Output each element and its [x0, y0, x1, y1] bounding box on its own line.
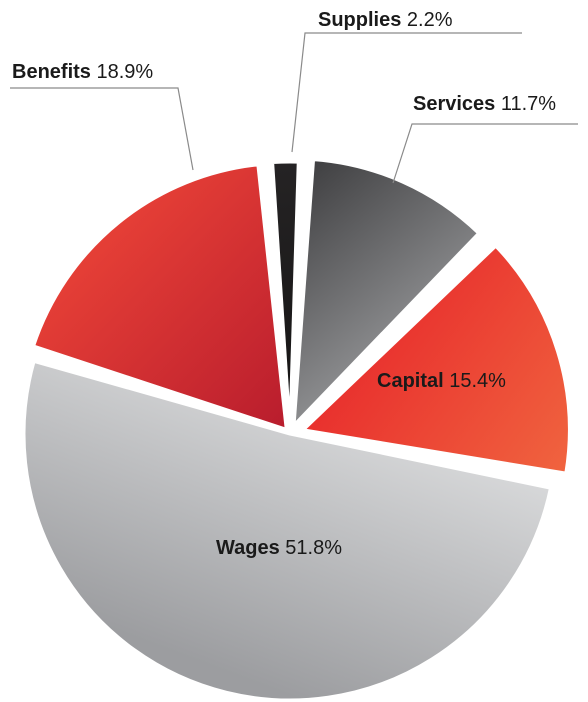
pie-slice-supplies	[271, 160, 300, 430]
pie-slices	[22, 158, 571, 702]
label-benefits-value: 18.9%	[96, 61, 153, 83]
label-capital: Capital 15.4%	[377, 370, 506, 392]
pie-slice-services	[292, 158, 481, 427]
label-capital-value: 15.4%	[449, 370, 506, 392]
label-benefits-name: Benefits	[12, 61, 91, 83]
leader-line-supplies	[291, 32, 522, 153]
label-supplies-name: Supplies	[318, 9, 401, 31]
label-services-name: Services	[413, 93, 495, 115]
label-benefits: Benefits 18.9%	[12, 61, 153, 83]
label-services: Services 11.7%	[413, 93, 556, 115]
label-wages: Wages 51.8%	[216, 537, 342, 559]
pie-slice-wages	[22, 359, 552, 702]
label-services-value: 11.7%	[501, 93, 556, 115]
label-capital-name: Capital	[377, 370, 444, 392]
label-supplies: Supplies 2.2%	[318, 9, 453, 31]
pie-slice-benefits	[32, 163, 288, 431]
leader-line-services	[392, 123, 578, 184]
label-wages-value: 51.8%	[285, 537, 342, 559]
leader-line-benefits	[10, 87, 194, 171]
label-wages-name: Wages	[216, 537, 280, 559]
label-supplies-value: 2.2%	[407, 9, 453, 31]
pie-slice-capital	[301, 244, 571, 475]
